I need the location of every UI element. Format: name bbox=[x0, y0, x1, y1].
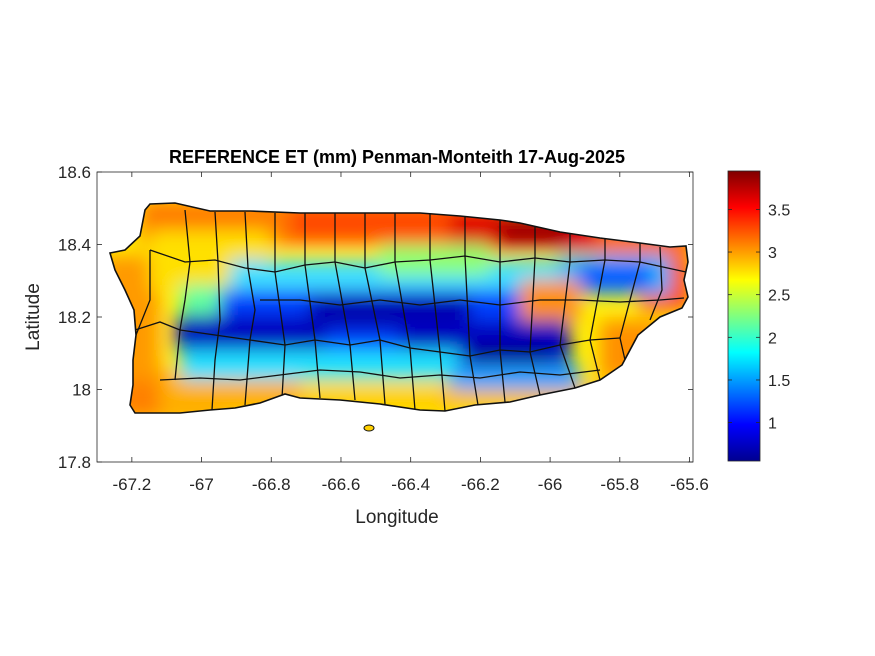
x-axis-label: Longitude bbox=[355, 507, 438, 528]
y-tick-label: 18.6 bbox=[58, 163, 91, 182]
y-tick-label: 18 bbox=[72, 381, 91, 400]
colorbar-ticks: 1 1.5 2 2.5 3 3.5 bbox=[728, 202, 790, 433]
colorbar bbox=[727, 170, 761, 462]
x-tick-label: -67.2 bbox=[112, 475, 151, 494]
chart-title: REFERENCE ET (mm) Penman-Monteith 17-Aug… bbox=[169, 147, 625, 167]
colorbar-tick-label: 2.5 bbox=[768, 288, 790, 305]
x-tick-label: -66.4 bbox=[391, 475, 430, 494]
x-axis: -67.2 -67 -66.8 -66.6 -66.4 -66.2 -66 -65.8 -65.… bbox=[112, 172, 709, 494]
x-tick-label: -65.8 bbox=[600, 475, 639, 494]
x-tick-label: -65.6 bbox=[670, 475, 709, 494]
municipality-boundaries bbox=[134, 209, 687, 412]
offshore-island bbox=[363, 424, 375, 432]
colorbar-tick-label: 3 bbox=[768, 245, 777, 262]
colorbar-tick-label: 1 bbox=[768, 416, 777, 433]
y-tick-label: 18.2 bbox=[58, 308, 91, 327]
y-axis: 17.8 18 18.2 18.4 18.6 bbox=[58, 163, 693, 472]
colorbar-tick-label: 1.5 bbox=[768, 373, 790, 390]
x-tick-label: -66.6 bbox=[322, 475, 361, 494]
x-tick-label: -67 bbox=[189, 475, 214, 494]
colorbar-tick-label: 2 bbox=[768, 330, 777, 347]
y-axis-label: Latitude bbox=[23, 283, 44, 351]
x-tick-label: -66.8 bbox=[252, 475, 291, 494]
colorbar-tick-label: 3.5 bbox=[768, 202, 790, 219]
x-tick-label: -66 bbox=[538, 475, 563, 494]
y-tick-label: 18.4 bbox=[58, 236, 91, 255]
y-tick-label: 17.8 bbox=[58, 453, 91, 472]
x-tick-label: -66.2 bbox=[461, 475, 500, 494]
